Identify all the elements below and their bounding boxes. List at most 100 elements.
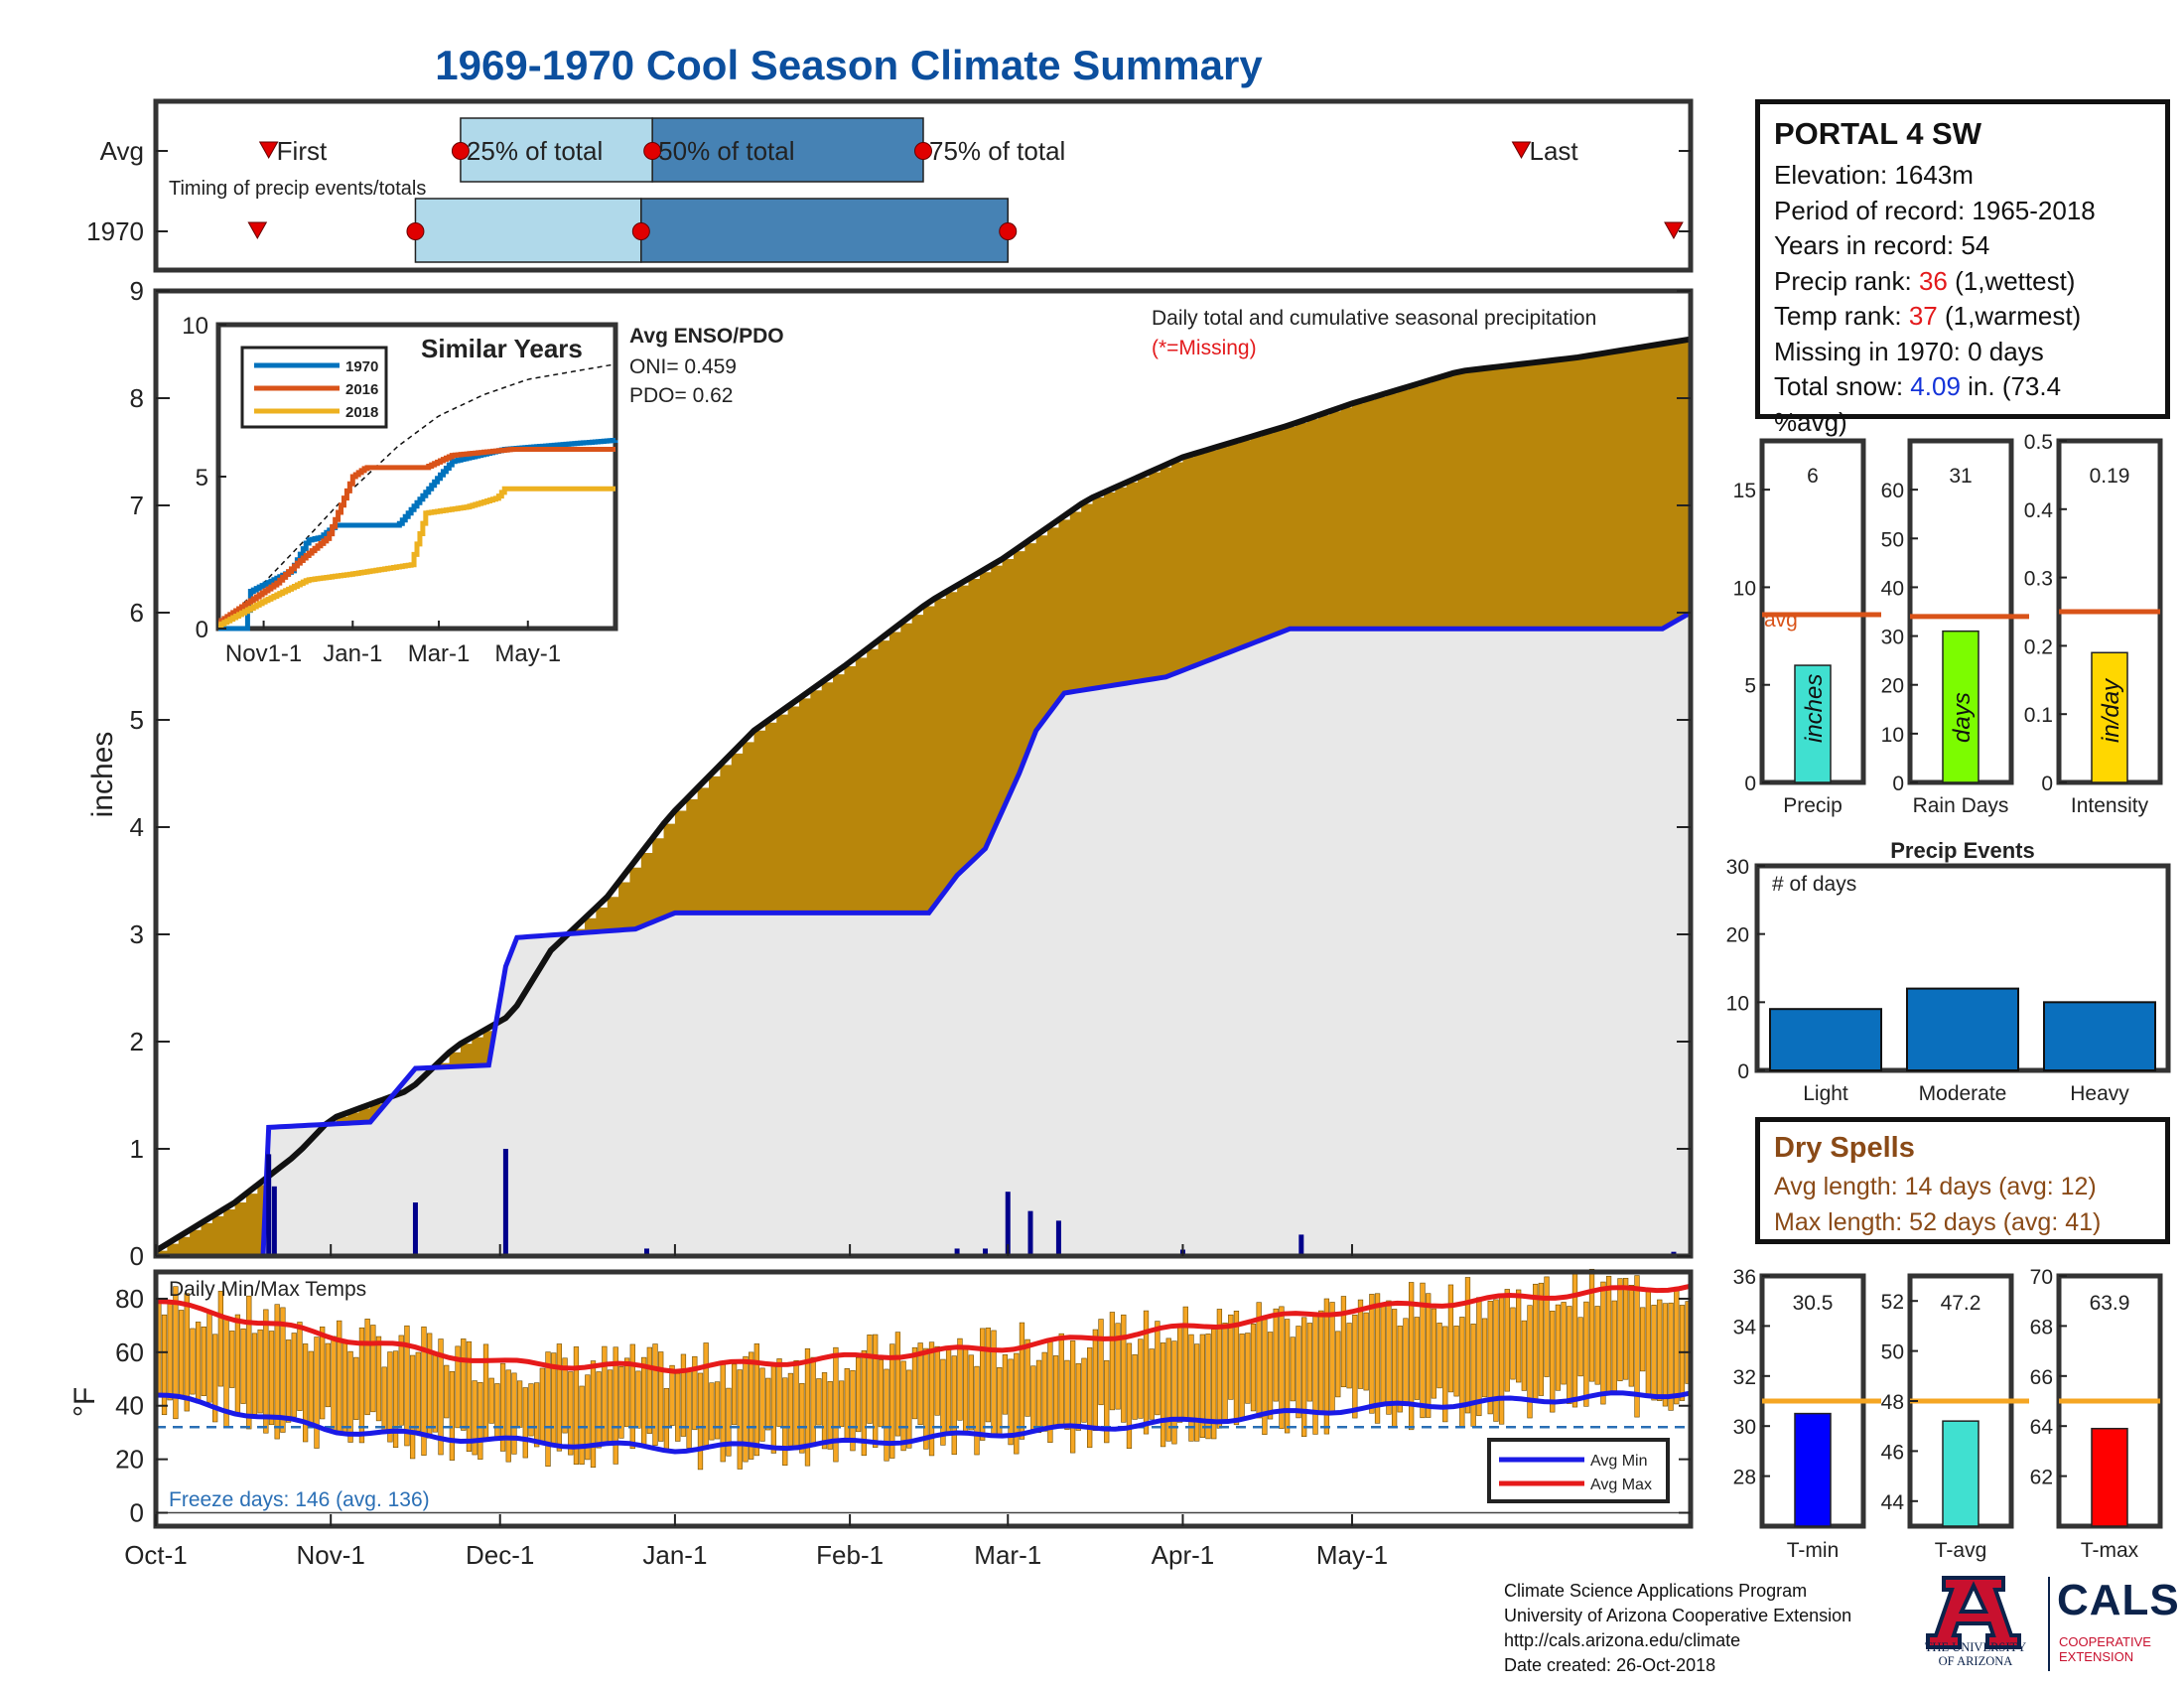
timing-row-label: 1970 [86,216,144,246]
small-bar-x-label: Intensity [2071,794,2149,817]
temp-daily-range-bar [1323,1298,1330,1435]
dry-spells-max: Max length: 52 days (avg: 41) [1774,1208,2102,1236]
main-y-tick-label: 5 [130,705,144,735]
x-tick-label: Dec-1 [466,1540,534,1570]
temp-daily-range-bar [1115,1323,1121,1410]
temp-daily-range-bar [753,1343,759,1457]
temp-daily-range-bar [1318,1310,1324,1415]
temp-daily-range-bar [793,1359,799,1451]
temp-daily-range-bar [602,1345,608,1444]
precip-avg-area [156,613,1691,1256]
station-info-box: PORTAL 4 SW Elevation: 1643m Period of r… [1755,99,2170,437]
timing-percent-marker [631,222,650,240]
station-missing: Missing in 1970: 0 days [1774,336,2044,366]
inset-title: Similar Years [421,334,583,363]
dry-spells-box: Dry Spells Avg length: 14 days (avg: 12)… [1755,1117,2170,1244]
temp-daily-range-bar [1346,1323,1352,1389]
temp-bar-y-tick-label: 68 [2030,1316,2053,1338]
temp-daily-range-bar [873,1334,879,1448]
temp-daily-range-bar [1155,1321,1160,1416]
daily-precip-bar [954,1248,960,1256]
credits-program: Climate Science Applications Program [1504,1581,1808,1601]
inset-x-tick-label: Jan-1 [323,640,382,667]
temp-daily-range-bar [1651,1305,1657,1401]
main-legend-missing: (*=Missing) [1152,337,1257,359]
temp-daily-range-bar [438,1338,444,1456]
university-of-arizona-logo-icon [1926,1576,2021,1649]
temp-daily-range-bar [1374,1293,1381,1424]
temp-daily-range-bar [743,1355,749,1463]
daily-precip-bar [1005,1192,1011,1256]
inset-series-line [218,446,615,626]
temp-daily-range-bar [974,1365,980,1456]
timing-note: Timing of precip events/totals [169,178,426,200]
small-bar-value-label: 6 [1807,465,1819,488]
temp-daily-range-bar [1222,1323,1228,1421]
temp-bar-y-tick-label: 28 [1733,1467,1756,1489]
temp-daily-range-bar [579,1385,585,1465]
small-bar-y-tick-label: 50 [1881,528,1904,551]
temp-daily-range-bar [1087,1347,1093,1449]
temp-daily-range-bar [1380,1303,1386,1404]
temp-daily-range-bar [1442,1326,1448,1423]
temp-bar-y-tick-label: 66 [2030,1366,2053,1389]
temp-daily-range-bar [1312,1313,1318,1435]
daily-precip-bar [983,1248,989,1256]
precip-events-x-label: Heavy [2070,1082,2129,1105]
chart-title: 1969-1970 Cool Season Climate Summary [435,42,1263,88]
timing-first-last-marker [1664,221,1684,240]
temp-daily-range-bar [302,1343,309,1443]
temp-bar-x-label: T-max [2081,1539,2139,1562]
temp-bar-y-tick-label: 36 [1733,1266,1756,1289]
precip-events-y-tick-label: 10 [1726,992,1749,1015]
temp-daily-range-bar [516,1380,523,1428]
precip-events-bar [1906,987,2019,1071]
temp-daily-range-bar [1256,1302,1262,1419]
temp-daily-range-bar [314,1336,320,1449]
inset-legend-label: 2016 [345,381,378,398]
cals-logo: CALS [2057,1576,2180,1624]
timing-first-last-marker [258,141,279,160]
x-tick-label: Nov-1 [297,1540,365,1570]
temp-title: Daily Min/Max Temps [169,1278,366,1301]
temp-daily-range-bar [1245,1333,1251,1404]
precip-events-title: Precip Events [1890,838,2035,863]
temp-daily-range-bar [381,1366,387,1431]
temp-daily-range-bar [568,1371,574,1456]
temp-daily-range-bar [1081,1357,1087,1423]
station-period: Period of record: 1965-2018 [1774,195,2096,225]
temp-daily-range-bar [1481,1318,1488,1398]
inset-series-line [218,486,615,629]
small-bar-y-tick-label: 20 [1881,675,1904,698]
temp-daily-range-bar [398,1335,404,1426]
temp-daily-range-bar [855,1356,862,1433]
temp-daily-range-bar [404,1325,410,1447]
small-bar-value [1942,630,1979,783]
small-bar-value-label: 0.19 [2090,465,2130,488]
temp-daily-range-bar [1126,1342,1133,1450]
temp-daily-range-bar [1498,1295,1505,1425]
temp-daily-range-bar [370,1325,376,1413]
temp-bar-y-tick-label: 34 [1733,1316,1757,1338]
temp-daily-range-bar [585,1374,591,1461]
small-bar-y-tick-label: 0 [2041,773,2053,795]
temp-daily-range-bar [596,1371,602,1449]
temp-daily-range-bar [291,1333,297,1418]
daily-precip-bar [502,1149,508,1256]
temp-daily-range-bar [167,1303,173,1401]
inset-pdo: PDO= 0.62 [629,384,733,407]
inset-enso-title: Avg ENSO/PDO [629,325,784,348]
timing-first-last-marker [247,221,268,240]
temp-y-tick-label: 20 [115,1445,144,1475]
temp-daily-range-bar [1138,1338,1144,1419]
main-y-tick-label: 8 [130,383,144,413]
timing-pct75-label: 75% of total [929,136,1065,166]
credits-url[interactable]: http://cals.arizona.edu/climate [1504,1630,1741,1650]
station-elevation: Elevation: 1643m [1774,160,1974,190]
temp-daily-range-bar [821,1372,828,1450]
temp-daily-range-bar [641,1356,647,1448]
temp-daily-range-bar [635,1370,641,1429]
temp-daily-range-bar [1369,1294,1375,1414]
temp-daily-range-bar [945,1347,952,1435]
inset-y-tick-label: 10 [182,313,208,340]
